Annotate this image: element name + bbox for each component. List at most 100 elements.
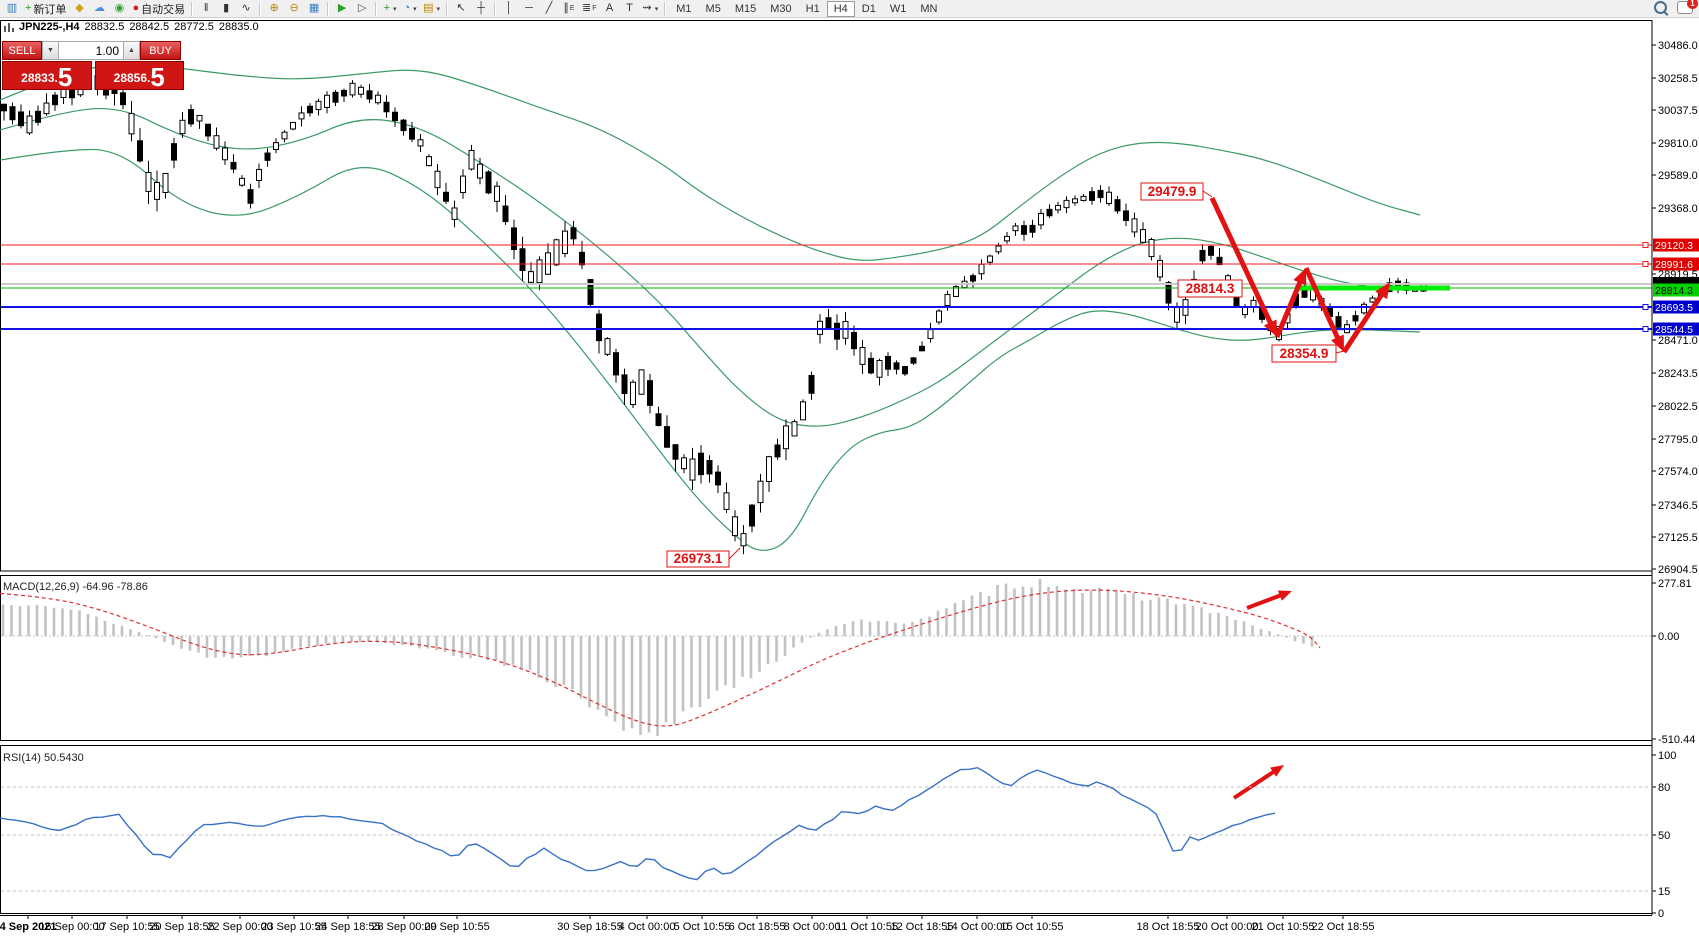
chart-shift-button[interactable]: ▷ <box>352 1 372 17</box>
fibonacci-button[interactable]: ≣ F <box>579 1 600 17</box>
bar-chart-button[interactable]: ‖ <box>196 1 216 17</box>
text-button[interactable]: A <box>600 1 620 17</box>
candle-body <box>230 161 237 170</box>
candle-body <box>171 143 177 161</box>
line-anchor-handle[interactable] <box>1642 242 1649 248</box>
horizontal-line-icon: ─ <box>525 2 533 14</box>
cursor-button[interactable]: ↖ <box>451 1 471 17</box>
candle-body <box>953 286 959 297</box>
hline-button[interactable]: ─ <box>519 1 539 17</box>
main-chart-panel[interactable] <box>0 20 1653 572</box>
indicators-button[interactable]: + ▾ <box>380 1 400 17</box>
arrows-button[interactable]: ⇝ ▾ <box>640 1 662 17</box>
candle-body <box>1012 225 1019 232</box>
candle-body <box>137 140 143 162</box>
auto-scroll-icon: ▶ <box>337 2 347 14</box>
buy-button[interactable]: BUY <box>140 41 181 60</box>
line-chart-button[interactable]: ∿ <box>236 1 256 17</box>
new-chart-button[interactable]: ▥ <box>2 1 22 17</box>
trend-zigzag-arrow[interactable] <box>1209 196 1276 330</box>
auto-scroll-button[interactable]: ▶ <box>332 1 352 17</box>
tile-windows-button[interactable]: ▦ <box>304 1 324 17</box>
time-axis-label: 20 Sep 18:55 <box>149 921 214 933</box>
macd-trend-arrow[interactable] <box>1246 591 1286 610</box>
timeframe-h1-button[interactable]: H1 <box>805 2 820 15</box>
timeframe-h4-button[interactable]: H4 <box>826 0 855 17</box>
trend-zigzag-arrow[interactable] <box>1341 288 1387 354</box>
time-axis-label: 16 Sep 00:00 <box>39 921 104 933</box>
templates-button[interactable]: ▤ ▾ <box>420 1 443 17</box>
trend-zigzag-arrow-head <box>1331 334 1344 352</box>
zoom-in-button[interactable]: ⊕ <box>264 1 284 17</box>
notifications-icon[interactable]: 1 <box>1677 0 1698 14</box>
new-order-icon: + <box>25 2 32 14</box>
price-axis-label: 27574.0 <box>1658 466 1698 478</box>
trend-zigzag-arrow-head <box>1293 268 1307 286</box>
trend-zigzag-arrow[interactable] <box>1303 266 1343 345</box>
signals-button[interactable]: ◉ <box>109 1 129 17</box>
price-annotation-box[interactable] <box>1177 279 1243 298</box>
volume-input[interactable] <box>59 41 123 60</box>
toolbar-separator <box>664 1 667 16</box>
macd-panel[interactable] <box>0 575 1653 741</box>
vertical-line-icon: │ <box>505 2 513 14</box>
rsi-trend-arrow[interactable] <box>1232 767 1279 800</box>
volume-increase-button[interactable]: ▲ <box>123 41 140 60</box>
crosshair-button[interactable]: ┼ <box>471 1 491 17</box>
line-anchor-handle[interactable] <box>1642 326 1649 332</box>
ask-price-display[interactable]: 28856. 5 <box>94 61 184 90</box>
quotes-button[interactable]: ◆ <box>69 1 89 17</box>
bid-price-display[interactable]: 28833. 5 <box>2 61 92 90</box>
chart-mini-icon <box>4 22 14 32</box>
label-button[interactable]: T <box>620 1 640 17</box>
trend-zigzag-arrow[interactable] <box>1274 275 1305 338</box>
timeframe-mn-button[interactable]: MN <box>920 2 938 15</box>
candle-body <box>936 310 942 323</box>
rsi-trend-arrow-head <box>1270 765 1284 777</box>
vline-button[interactable]: │ <box>499 1 519 17</box>
price-annotation-box[interactable] <box>666 550 730 568</box>
channel-button[interactable]: ∥ E <box>559 1 579 17</box>
line-anchor-handle[interactable] <box>1642 304 1649 310</box>
candle-body <box>536 259 543 284</box>
candle-body <box>26 115 33 134</box>
volume-decrease-button[interactable]: ▼ <box>42 41 59 60</box>
price-axis-label: 27795.0 <box>1658 434 1698 446</box>
candle-body <box>944 294 951 307</box>
zoom-out-button[interactable]: ⊖ <box>284 1 304 17</box>
price-axis-label: 28022.5 <box>1658 401 1698 413</box>
candle-body <box>315 100 322 111</box>
timeframe-m1-button[interactable]: M1 <box>676 2 692 15</box>
timeframe-m15-button[interactable]: M15 <box>734 2 757 15</box>
candle-body <box>995 245 1002 253</box>
trendline-button[interactable]: ╱ <box>539 1 559 17</box>
candle-body <box>35 110 41 123</box>
price-tag-label: 28814.3 <box>1655 285 1693 297</box>
autotrading-button[interactable]: ● 自动交易 <box>129 1 188 17</box>
candle-body <box>502 205 509 223</box>
price-tag <box>1653 257 1699 271</box>
candle-body <box>332 91 339 103</box>
new-order-button[interactable]: + 新订单 <box>22 1 69 17</box>
timeframe-m5-button[interactable]: M5 <box>705 2 721 15</box>
line-anchor-handle[interactable] <box>1642 261 1649 267</box>
price-annotation-box[interactable] <box>1140 182 1204 201</box>
candle-body <box>1097 189 1104 199</box>
sell-button[interactable]: SELL <box>2 41 42 60</box>
market-watch-button[interactable]: ☁ <box>89 1 109 17</box>
macd-axis-label: 277.81 <box>1658 578 1692 590</box>
candlestick-button[interactable]: ▮ <box>216 1 236 17</box>
candle-body <box>1029 224 1036 233</box>
candle-body <box>1208 245 1214 256</box>
search-icon[interactable] <box>1654 1 1667 14</box>
timeframe-m30-button[interactable]: M30 <box>770 2 792 15</box>
chart-plus-icon: ▥ <box>6 2 18 14</box>
timeframe-d1-button[interactable]: D1 <box>861 2 876 15</box>
periods-button[interactable]: ◔ ▾ <box>400 1 420 17</box>
rsi-panel[interactable] <box>0 745 1653 914</box>
candle-body <box>927 329 934 339</box>
notification-badge: 1 <box>1687 0 1698 9</box>
timeframe-w1-button[interactable]: W1 <box>889 2 907 15</box>
price-annotation-box[interactable] <box>1271 344 1337 363</box>
